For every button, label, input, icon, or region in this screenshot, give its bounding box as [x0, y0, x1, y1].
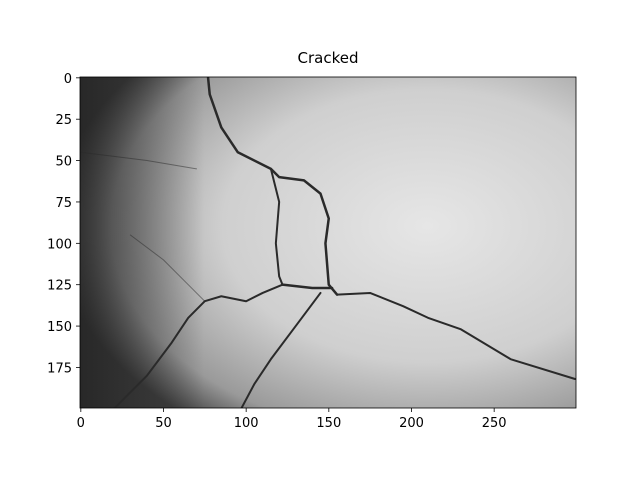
crack [282, 285, 332, 288]
y-tick-label: 0 [64, 72, 72, 87]
crack [271, 169, 283, 285]
image [80, 77, 576, 409]
x-tick-label: 200 [399, 416, 424, 431]
y-tick-label: 100 [47, 237, 72, 252]
y-tick-label: 125 [47, 279, 72, 294]
image-shade [80, 77, 576, 408]
axes-frame [79, 76, 577, 409]
crack [130, 235, 204, 301]
y-tick-label: 150 [47, 320, 72, 335]
y-tick-label: 50 [55, 155, 72, 170]
crack [208, 78, 337, 295]
x-tick-label: 250 [482, 416, 507, 431]
x-tick-label: 50 [155, 416, 172, 431]
crack [337, 293, 575, 379]
y-tick-label: 175 [47, 361, 72, 376]
crack [81, 152, 197, 169]
crack [241, 293, 320, 409]
x-tick-label: 100 [234, 416, 259, 431]
y-tick-label: 25 [55, 113, 72, 128]
y-tick-label: 75 [55, 196, 72, 211]
x-tick-label: 150 [316, 416, 341, 431]
x-tick-label: 0 [77, 416, 85, 431]
cracks [81, 78, 575, 409]
chart-title: Cracked [298, 49, 359, 67]
